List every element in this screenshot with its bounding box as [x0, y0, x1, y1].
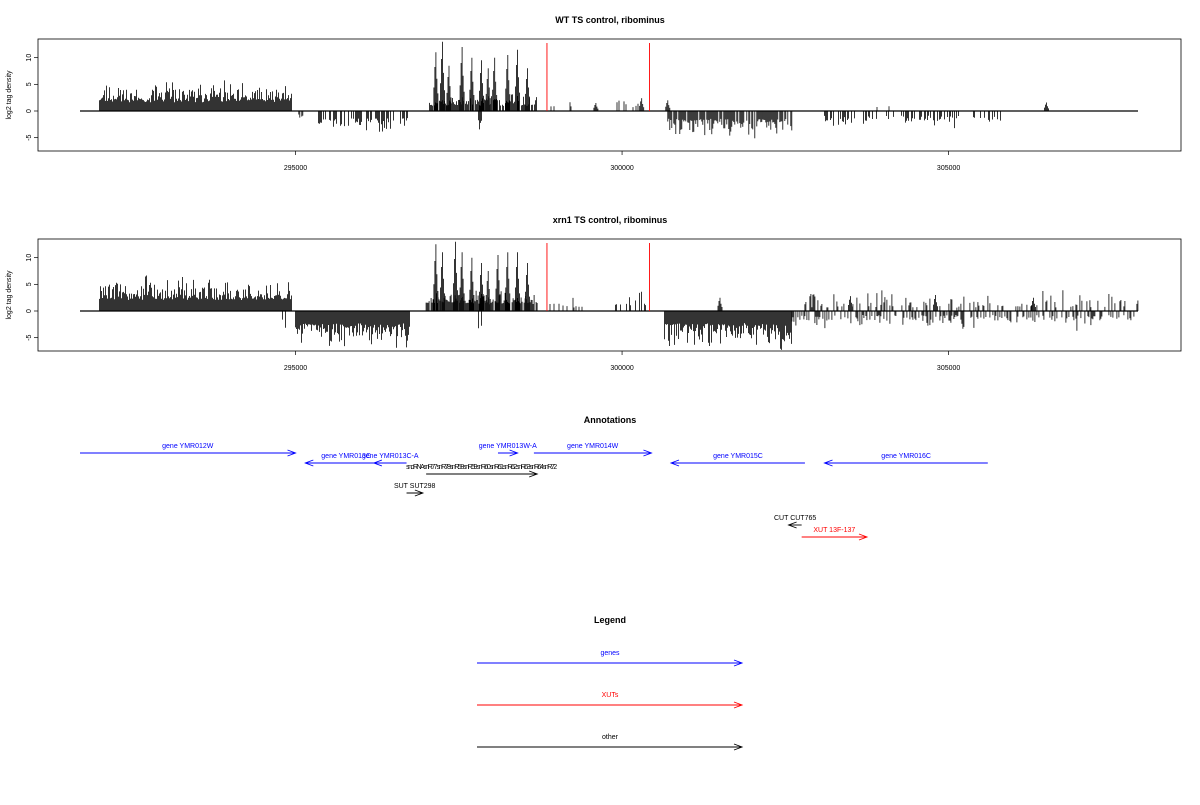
feature-gene: gene YMR015C: [669, 453, 805, 467]
feature-label: gene YMR012W: [162, 443, 214, 450]
y-axis-label: log2 tag density: [6, 70, 13, 120]
legend-label: XUTs: [602, 692, 619, 699]
feature-other: SUT SUT298: [394, 483, 436, 497]
x-axis: 295000 300000 305000: [284, 151, 960, 172]
y-tick-label: -5: [26, 334, 33, 340]
feature-other: CUT CUT765: [774, 515, 816, 529]
panel-title: xrn1 TS control, ribominus: [553, 215, 668, 225]
y-tick-label: 0: [26, 309, 33, 313]
arrow-head: [643, 449, 653, 457]
feature-label: CUT CUT765: [774, 515, 816, 522]
feature-other: snoRNA snR77 snR78 snR58 snR59 snR60 snR…: [406, 464, 557, 478]
y-tick-label: 5: [26, 282, 33, 286]
feature-gene: gene YMR014W: [533, 443, 653, 457]
feature-label: gene YMR014W: [567, 443, 619, 450]
legend-arrow-head: [733, 743, 744, 751]
arrow-head: [858, 533, 869, 541]
arrow-head: [372, 459, 383, 467]
red-markers: [546, 243, 650, 311]
feature-gene: gene YMR013W-A: [479, 443, 537, 457]
x-tick-label: 305000: [937, 165, 960, 172]
panel-title: WT TS control, ribominus: [555, 15, 665, 25]
feature-xut: XUT 13F-137: [801, 527, 869, 541]
red-markers: [546, 43, 650, 111]
x-tick-label: 295000: [284, 365, 307, 372]
y-tick-label: 10: [26, 254, 33, 262]
y-tick-label: 5: [26, 82, 33, 86]
x-axis: 295000 300000 305000: [284, 351, 960, 372]
annotations-title: Annotations: [584, 415, 637, 425]
legend-item: XUTs: [477, 692, 744, 709]
y-axis-label: log2 tag density: [6, 270, 13, 320]
legend-label: other: [602, 734, 619, 741]
xrn1-coverage-panel: xrn1 TS control, ribominus log2 tag dens…: [6, 215, 1182, 372]
arrow-head: [304, 459, 314, 467]
y-tick-label: -5: [26, 134, 33, 140]
arrow-head: [787, 521, 797, 529]
y-axis: -5 0 5 10: [26, 254, 38, 341]
legend-items: genes XUTs other: [477, 650, 744, 751]
arrow-head: [669, 459, 680, 467]
feature-label: XUT 13F-137: [813, 527, 855, 534]
feature-label: gene YMR013C-A: [362, 453, 419, 460]
feature-label: gene YMR016C: [881, 453, 931, 460]
feature-label: gene YMR013C: [321, 453, 371, 460]
feature-label: gene YMR013W-A: [479, 443, 537, 450]
x-tick-label: 295000: [284, 165, 307, 172]
arrow-head: [414, 489, 425, 497]
feature-gene: gene YMR013C-A: [362, 453, 419, 467]
x-tick-label: 300000: [610, 365, 633, 372]
y-tick-label: 10: [26, 54, 33, 62]
legend: Legend genes XUTs other: [477, 615, 744, 751]
feature-label: SUT SUT298: [394, 483, 436, 490]
x-tick-label: 305000: [937, 365, 960, 372]
legend-label: genes: [600, 650, 620, 657]
legend-arrow-head: [733, 701, 744, 709]
x-tick-label: 300000: [610, 165, 633, 172]
plot-frame: [37, 38, 1182, 152]
feature-label: snoRNA snR77 snR78 snR58 snR59 snR60 snR…: [406, 464, 557, 471]
feature-gene: gene YMR012W: [80, 443, 297, 457]
legend-title: Legend: [594, 615, 626, 625]
y-tick-label: 0: [26, 109, 33, 113]
legend-item: other: [477, 734, 744, 751]
arrow-head: [509, 449, 519, 457]
arrow-head: [823, 459, 833, 467]
legend-item: genes: [477, 650, 744, 667]
legend-arrow-head: [733, 659, 744, 667]
arrow-head: [529, 470, 539, 478]
feature-gene: gene YMR016C: [823, 453, 988, 467]
coverage-bars: [99, 241, 1139, 350]
plot-frame: [37, 238, 1182, 352]
y-axis: -5 0 5 10: [26, 54, 38, 141]
wt-coverage-panel: WT TS control, ribominus log2 tag densit…: [6, 15, 1182, 172]
coverage-bars: [99, 41, 1049, 139]
arrow-head: [287, 449, 297, 457]
feature-label: gene YMR015C: [713, 453, 763, 460]
